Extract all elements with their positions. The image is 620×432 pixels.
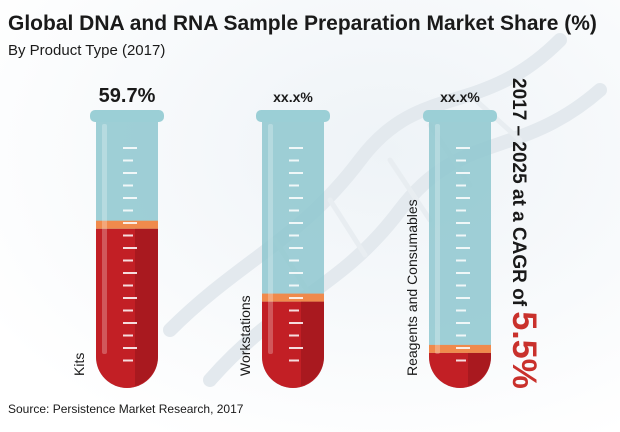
data-label: 59.7%: [99, 85, 156, 107]
source-note: Source: Persistence Market Research, 201…: [8, 402, 244, 416]
tube-rim: [90, 110, 164, 122]
cagr-value: 5.5%: [505, 311, 543, 389]
tube-highlight: [102, 124, 107, 354]
tube-rim: [423, 110, 497, 122]
chart-title: Global DNA and RNA Sample Preparation Ma…: [8, 12, 597, 35]
tube-glass: [429, 118, 491, 388]
tube-liquid-shade: [135, 228, 158, 386]
chart-subtitle: By Product Type (2017): [8, 42, 166, 59]
tube-rim: [256, 110, 330, 122]
data-label: xx.x%: [273, 89, 313, 105]
cagr-note: 2017 – 2025 at a CAGR of 5.5%: [505, 78, 565, 389]
data-label: xx.x%: [440, 89, 480, 105]
tube-liquid-shade: [468, 352, 491, 386]
category-label: Workstations: [237, 295, 253, 376]
tube-highlight: [435, 124, 440, 354]
category-label: Kits: [71, 353, 87, 376]
cagr-text: 2017 – 2025 at a CAGR of: [508, 78, 529, 312]
category-label: Reagents and Consumables: [404, 199, 420, 376]
tube-highlight: [268, 124, 273, 354]
tube-meniscus: [96, 220, 158, 229]
tube-liquid-shade: [301, 301, 324, 386]
